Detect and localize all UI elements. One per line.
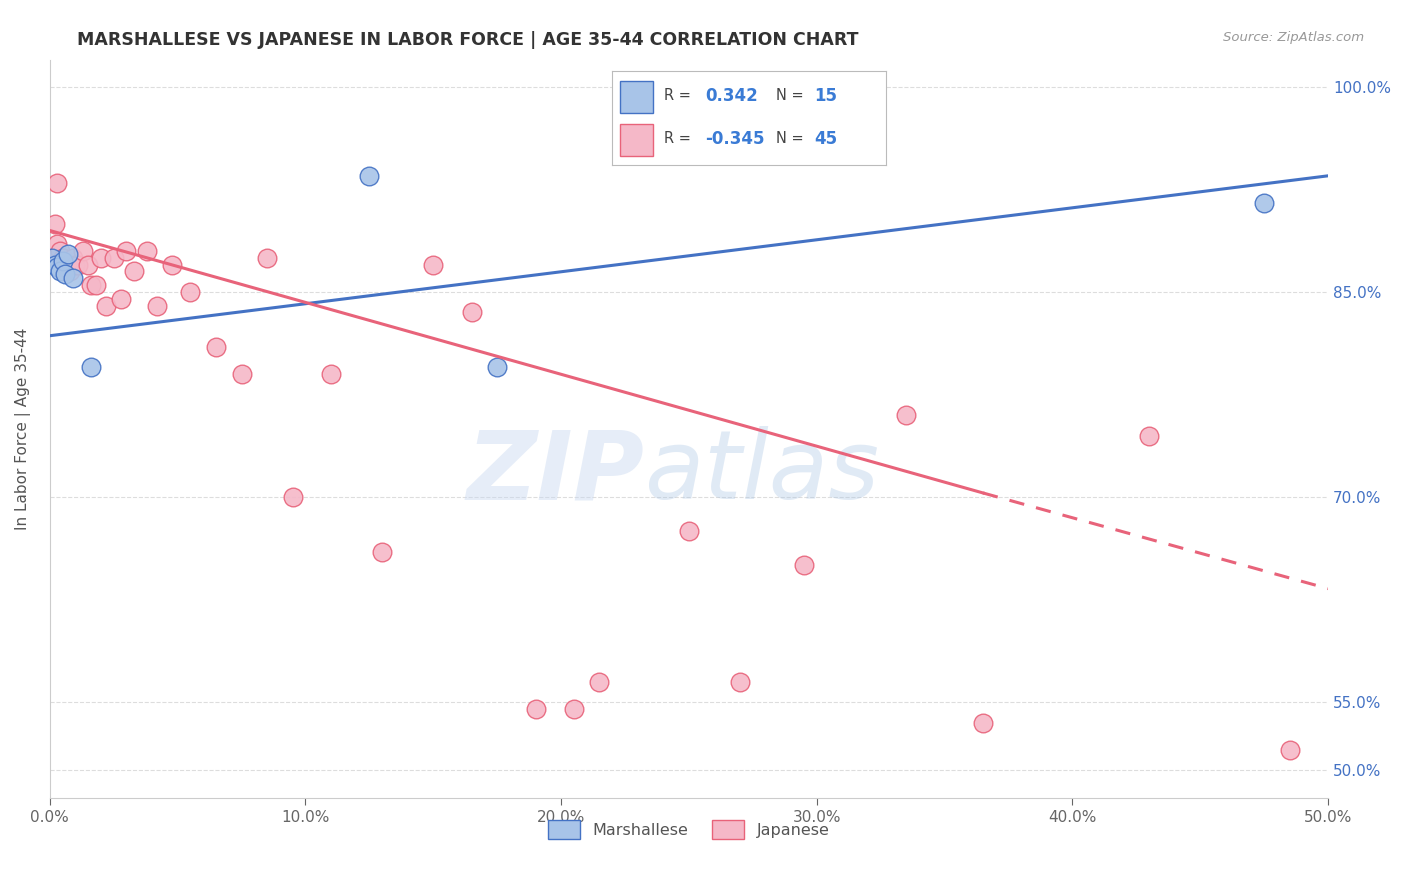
Text: 15: 15	[814, 87, 838, 104]
Point	[46, 237, 69, 252]
Point	[122, 264, 145, 278]
Point	[49, 264, 72, 278]
Point	[281, 490, 304, 504]
Point	[72, 244, 94, 258]
Point	[56, 246, 79, 260]
Point	[41, 251, 63, 265]
Point	[135, 244, 157, 258]
Point	[46, 260, 69, 275]
Text: R =: R =	[664, 88, 690, 103]
Legend: Marshallese, Japanese: Marshallese, Japanese	[541, 814, 837, 846]
Point	[162, 258, 184, 272]
Point	[319, 367, 342, 381]
Point	[793, 558, 815, 573]
Point	[588, 674, 610, 689]
Point	[486, 360, 509, 375]
Point	[62, 271, 84, 285]
Point	[56, 258, 79, 272]
Text: 0.342: 0.342	[704, 87, 758, 104]
Point	[1137, 428, 1160, 442]
Point	[94, 299, 117, 313]
Point	[51, 251, 73, 265]
Point	[53, 264, 76, 278]
Point	[77, 258, 100, 272]
Point	[359, 169, 381, 183]
Point	[66, 258, 89, 272]
Point	[371, 545, 394, 559]
Point	[422, 258, 444, 272]
Point	[780, 818, 803, 832]
Point	[65, 258, 87, 272]
Text: -0.345: -0.345	[704, 130, 765, 148]
Point	[59, 264, 82, 278]
Point	[179, 285, 201, 299]
Point	[62, 251, 84, 265]
Point	[256, 251, 278, 265]
Point	[115, 244, 138, 258]
Point	[896, 408, 918, 422]
Point	[1253, 196, 1275, 211]
Point	[728, 674, 751, 689]
Point	[79, 278, 101, 293]
Point	[51, 253, 73, 268]
Point	[1278, 743, 1301, 757]
Point	[460, 305, 482, 319]
Text: 45: 45	[814, 130, 838, 148]
Point	[103, 251, 125, 265]
Point	[110, 292, 132, 306]
Point	[53, 267, 76, 281]
Text: atlas: atlas	[644, 426, 879, 519]
Point	[44, 217, 66, 231]
Point	[678, 524, 700, 539]
Point	[46, 176, 69, 190]
Point	[44, 258, 66, 272]
Text: R =: R =	[664, 131, 690, 146]
Point	[524, 702, 547, 716]
Point	[51, 251, 73, 265]
Point	[79, 360, 101, 375]
Text: Source: ZipAtlas.com: Source: ZipAtlas.com	[1223, 31, 1364, 45]
Text: ZIP: ZIP	[467, 426, 644, 519]
Point	[972, 715, 994, 730]
Point	[90, 251, 112, 265]
Point	[41, 251, 63, 265]
Text: N =: N =	[776, 131, 804, 146]
FancyBboxPatch shape	[620, 81, 652, 112]
Point	[146, 299, 169, 313]
Y-axis label: In Labor Force | Age 35-44: In Labor Force | Age 35-44	[15, 327, 31, 530]
Point	[562, 702, 585, 716]
Text: MARSHALLESE VS JAPANESE IN LABOR FORCE | AGE 35-44 CORRELATION CHART: MARSHALLESE VS JAPANESE IN LABOR FORCE |…	[77, 31, 859, 49]
Point	[231, 367, 253, 381]
FancyBboxPatch shape	[620, 124, 652, 156]
Point	[205, 340, 228, 354]
Point	[84, 278, 107, 293]
Point	[49, 244, 72, 258]
Text: N =: N =	[776, 88, 804, 103]
